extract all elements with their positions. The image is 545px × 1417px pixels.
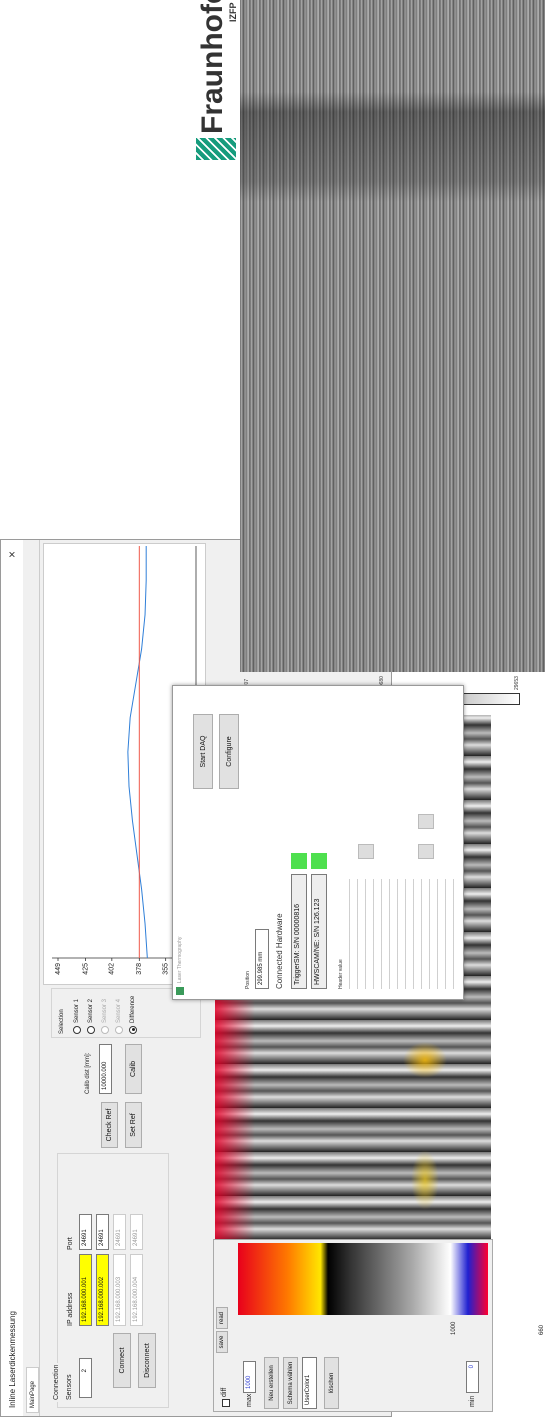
- label: Calib dist [mm]:: [85, 1053, 91, 1094]
- ip-input[interactable]: 192.168.000.004: [130, 1254, 143, 1326]
- radio[interactable]: [115, 1026, 123, 1034]
- y-tick-label: 425: [82, 963, 89, 975]
- choose-button[interactable]: Schema wählen: [283, 1357, 298, 1409]
- colorscale-panel: diff max 1000 Neu erstellen Schema wähle…: [213, 1239, 493, 1412]
- max-spinner[interactable]: 1000: [243, 1361, 256, 1393]
- calib-spinner[interactable]: 10000.000: [99, 1044, 112, 1094]
- label: Port: [67, 1237, 74, 1250]
- radio-label: Sensor 1: [74, 999, 80, 1023]
- ip-input[interactable]: 192.168.000.002: [96, 1254, 109, 1326]
- configure-button[interactable]: Configure: [219, 714, 239, 789]
- y-tick-label: 378: [136, 963, 143, 975]
- screenshot: Inline Laserdickenmessung × MainPage Con…: [0, 0, 545, 1417]
- label: Connected Hardware: [275, 913, 284, 989]
- radio[interactable]: [129, 1026, 137, 1034]
- y-tick-label: 355: [163, 963, 170, 975]
- port-input[interactable]: 24691: [130, 1214, 143, 1250]
- field: [358, 844, 374, 859]
- radio-label: Sensor 2: [88, 999, 94, 1023]
- calib-button[interactable]: Calib: [125, 1044, 142, 1094]
- app-icon: [176, 987, 184, 995]
- ip-input[interactable]: 192.168.000.001: [79, 1254, 92, 1326]
- parameter-list: [345, 879, 455, 989]
- position-value: 299.985 mm: [255, 929, 269, 989]
- status-indicator: [291, 853, 307, 869]
- radio[interactable]: [73, 1026, 81, 1034]
- label: diff: [221, 1388, 228, 1397]
- label: Header value: [338, 959, 344, 989]
- label: max: [246, 1394, 253, 1407]
- radio-label: Sensor 3: [102, 999, 108, 1023]
- window-title: Inline Laserdickenmessung: [8, 1311, 17, 1408]
- set-ref-button[interactable]: Set Ref: [125, 1102, 142, 1148]
- radio-label: Difference: [130, 996, 136, 1023]
- radio[interactable]: [101, 1026, 109, 1034]
- label: Sensors: [66, 1374, 73, 1400]
- radio-dot: [132, 1029, 135, 1032]
- port-input[interactable]: 24691: [79, 1214, 92, 1250]
- read-button[interactable]: read: [216, 1307, 228, 1329]
- color-gradient: [238, 1243, 488, 1315]
- tab-line: [39, 540, 40, 1416]
- hardware-entry: TriggerSM: S/N 00000816: [291, 874, 307, 989]
- thermography-panel: Laser Thermography Start DAQ Configure P…: [172, 685, 464, 1000]
- label: IP address: [67, 1293, 74, 1326]
- label: Position: [245, 971, 251, 989]
- scale-label: 660: [539, 1325, 545, 1335]
- delete-button[interactable]: löschen: [324, 1357, 339, 1409]
- rebuild-button[interactable]: Neu erstellen: [264, 1357, 279, 1409]
- checkbox[interactable]: [222, 1399, 230, 1407]
- disconnect-button[interactable]: Disconnect: [138, 1333, 156, 1388]
- field: [418, 814, 434, 829]
- series-line: [128, 546, 147, 958]
- title-bar: [1, 540, 23, 1416]
- y-tick-label: 402: [109, 963, 116, 975]
- radio-label: Sensor 4: [116, 999, 122, 1023]
- port-input[interactable]: 24691: [96, 1214, 109, 1250]
- group-title: Selection: [59, 1009, 65, 1034]
- scheme-dropdown[interactable]: UserColor1: [302, 1357, 317, 1409]
- sensor-spinner[interactable]: 2: [79, 1358, 92, 1398]
- start-daq-button[interactable]: Start DAQ: [193, 714, 213, 789]
- logo-subtext: IZFP: [228, 3, 238, 23]
- group-title: Connection: [53, 1363, 60, 1402]
- hardware-entry: HWSCAM/NE: S/N 126.123: [311, 874, 327, 989]
- colorbar-label: 29653: [514, 676, 520, 690]
- port-input[interactable]: 24691: [113, 1214, 126, 1250]
- radio[interactable]: [87, 1026, 95, 1034]
- status-indicator: [311, 853, 327, 869]
- y-tick-label: 449: [55, 963, 62, 975]
- label: min: [469, 1396, 476, 1407]
- logo-text: Fraunhofer: [196, 0, 230, 134]
- tab[interactable]: MainPage: [26, 1367, 39, 1413]
- ip-input[interactable]: 192.168.000.003: [113, 1254, 126, 1326]
- check-ref-button[interactable]: Check Ref: [101, 1102, 118, 1148]
- field: [418, 844, 434, 859]
- panel-title: Laser Thermography: [177, 937, 183, 983]
- connect-button[interactable]: Connect: [113, 1333, 131, 1388]
- save-button[interactable]: save: [216, 1331, 228, 1353]
- close-button[interactable]: ×: [5, 551, 19, 558]
- scale-label: 1000: [451, 1322, 457, 1335]
- thermography-image: [240, 0, 545, 672]
- min-spinner[interactable]: 0: [466, 1361, 479, 1393]
- logo-mark: [196, 138, 236, 160]
